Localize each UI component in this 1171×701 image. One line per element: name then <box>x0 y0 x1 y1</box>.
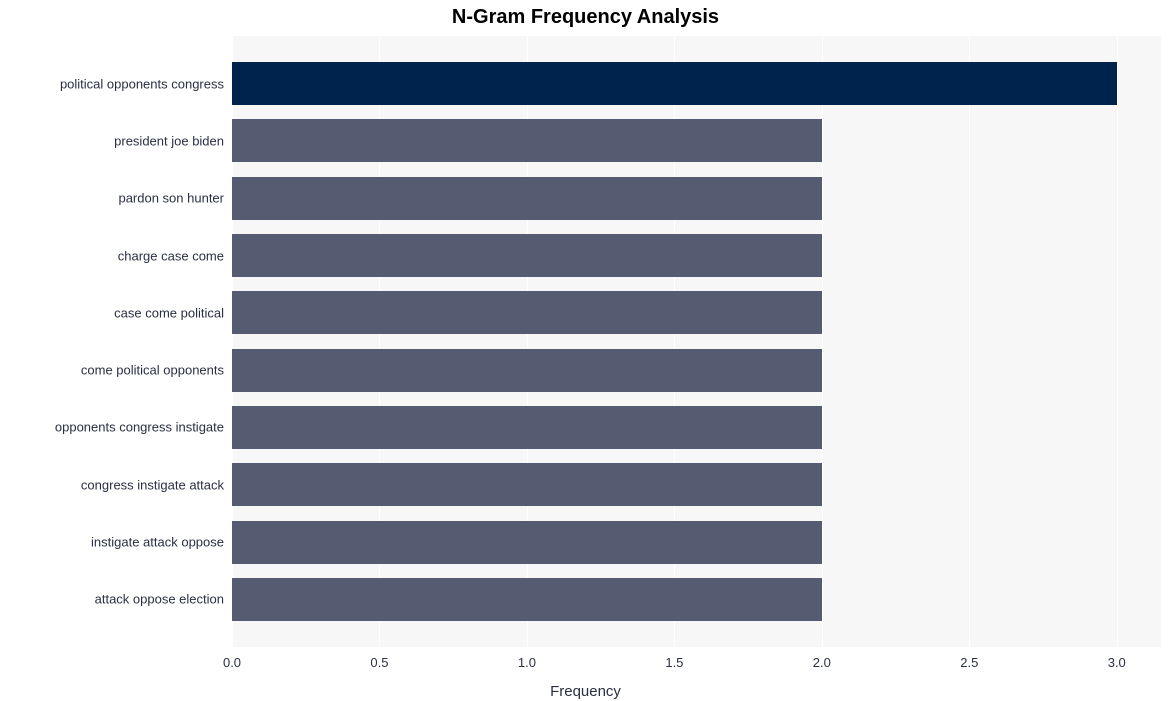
y-tick-label: attack oppose election <box>95 592 232 607</box>
x-axis-label: Frequency <box>0 683 1171 700</box>
x-tick-label: 1.0 <box>518 647 536 670</box>
y-tick-label: charge case come <box>118 248 232 263</box>
bar <box>232 521 822 564</box>
chart-title: N-Gram Frequency Analysis <box>0 6 1171 29</box>
plot-area: 0.00.51.01.52.02.53.0political opponents… <box>232 36 1161 647</box>
y-tick-label: instigate attack oppose <box>91 535 232 550</box>
bar <box>232 62 1117 105</box>
y-tick-label: president joe biden <box>114 133 232 148</box>
y-tick-label: pardon son hunter <box>118 191 232 206</box>
gridline <box>822 36 823 647</box>
x-tick-label: 0.0 <box>223 647 241 670</box>
bar <box>232 119 822 162</box>
gridline <box>1117 36 1118 647</box>
bar <box>232 463 822 506</box>
bar <box>232 406 822 449</box>
y-tick-label: congress instigate attack <box>81 477 232 492</box>
bar <box>232 349 822 392</box>
x-tick-label: 2.0 <box>813 647 831 670</box>
x-tick-label: 0.5 <box>370 647 388 670</box>
y-tick-label: come political opponents <box>81 363 232 378</box>
bar <box>232 177 822 220</box>
bar <box>232 234 822 277</box>
gridline <box>969 36 970 647</box>
y-tick-label: opponents congress instigate <box>55 420 232 435</box>
bar <box>232 578 822 621</box>
x-tick-label: 1.5 <box>665 647 683 670</box>
x-tick-label: 3.0 <box>1108 647 1126 670</box>
y-tick-label: political opponents congress <box>60 76 232 91</box>
bar <box>232 291 822 334</box>
y-tick-label: case come political <box>114 305 232 320</box>
x-tick-label: 2.5 <box>960 647 978 670</box>
ngram-frequency-chart: N-Gram Frequency Analysis 0.00.51.01.52.… <box>0 0 1171 701</box>
